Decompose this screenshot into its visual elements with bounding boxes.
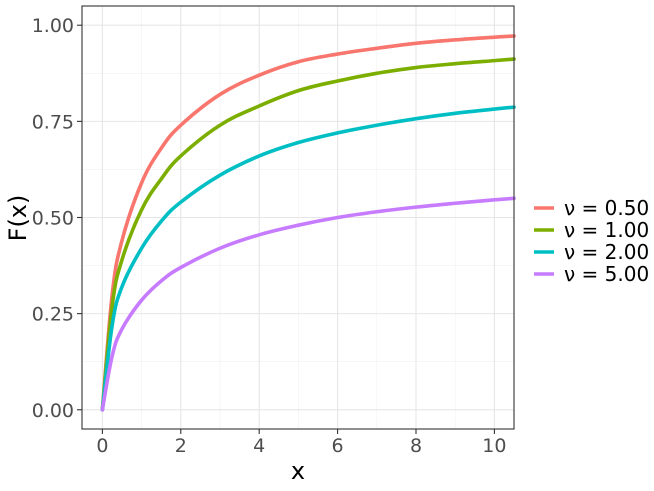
y-tick-label: 0.00 — [32, 400, 74, 422]
x-axis: 0 2 4 6 8 10 — [96, 429, 506, 457]
x-tick-label: 6 — [332, 435, 344, 457]
series-lines — [100, 34, 516, 412]
legend-label-4: ν = 5.00 — [564, 262, 649, 286]
x-tick-label: 0 — [96, 435, 108, 457]
legend-label-2: ν = 1.00 — [564, 218, 649, 242]
y-tick-label: 0.50 — [32, 208, 74, 230]
series-line-2 — [100, 57, 516, 412]
x-tick-label: 2 — [175, 435, 187, 457]
x-axis-title: x — [291, 457, 305, 485]
x-tick-label: 8 — [410, 435, 422, 457]
major-gridlines — [82, 6, 514, 429]
legend-label-3: ν = 2.00 — [564, 240, 649, 264]
y-axis: 0.00 0.25 0.50 0.75 1.00 — [32, 15, 82, 422]
y-tick-label: 0.75 — [32, 111, 74, 133]
series-line-1 — [100, 34, 516, 412]
legend: ν = 0.50ν = 1.00ν = 2.00ν = 5.00 — [534, 196, 649, 286]
series-line-3 — [100, 105, 516, 412]
x-tick-label: 10 — [482, 435, 506, 457]
y-tick-label: 0.25 — [32, 304, 74, 326]
y-axis-title: F(x) — [4, 195, 32, 242]
x-tick-label: 4 — [253, 435, 265, 457]
y-tick-label: 1.00 — [32, 15, 74, 37]
legend-label-1: ν = 0.50 — [564, 196, 649, 220]
series-line-4 — [100, 196, 516, 412]
